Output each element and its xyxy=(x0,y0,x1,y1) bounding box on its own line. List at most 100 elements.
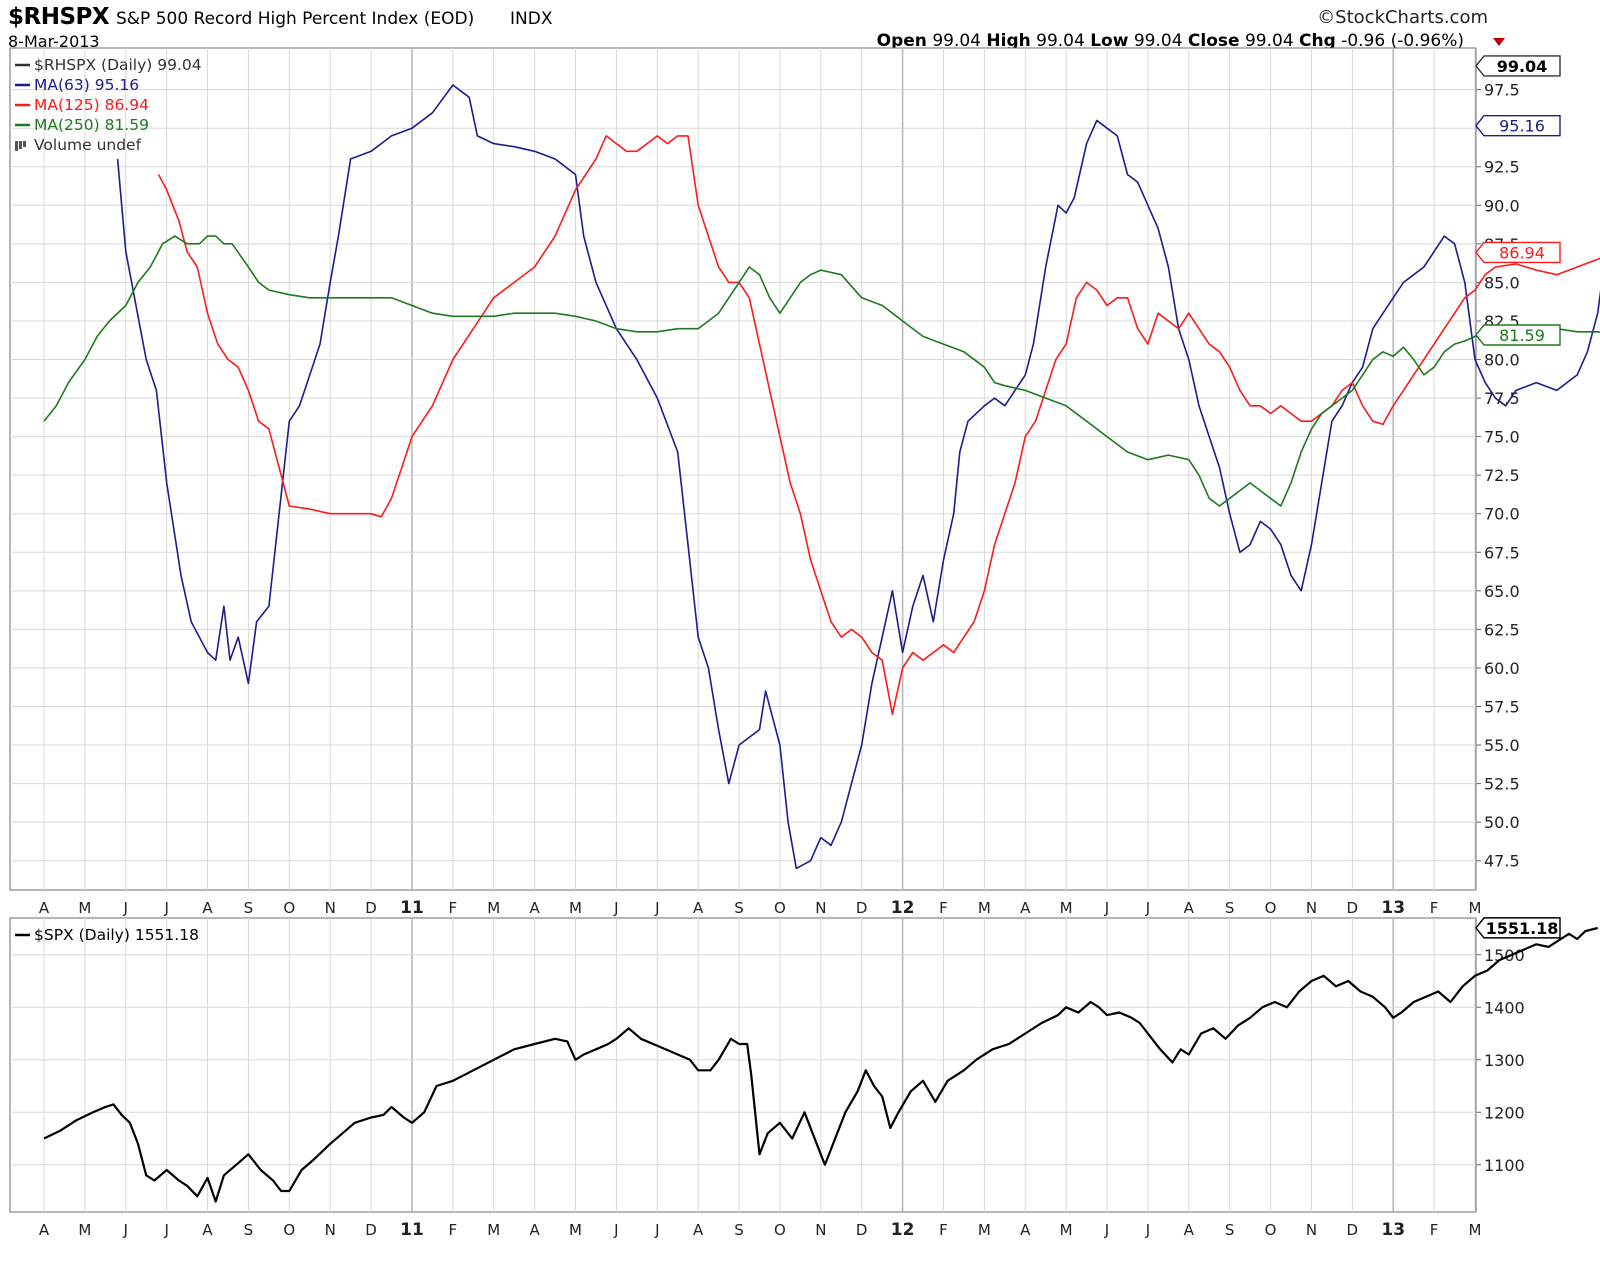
x-tick-label: N xyxy=(1306,1221,1317,1239)
x-tick-label: S xyxy=(1225,899,1235,917)
x-tick-label: A xyxy=(693,899,704,917)
x-tick-label: J xyxy=(654,1221,659,1239)
index-name: S&P 500 Record High Percent Index (EOD) xyxy=(116,9,475,29)
y-tick-label: 72.5 xyxy=(1484,466,1520,485)
x-tick-label: O xyxy=(774,1221,786,1239)
y-tick-label: 75.0 xyxy=(1484,428,1520,447)
x-tick-label: A xyxy=(202,1221,213,1239)
x-tick-label: A xyxy=(1184,1221,1195,1239)
x-tick-label: M xyxy=(487,1221,500,1239)
series-line-spx xyxy=(43,926,1598,1203)
series-line-ma63 xyxy=(116,84,1600,870)
x-tick-label: M xyxy=(978,1221,991,1239)
plot-frame xyxy=(9,47,1477,891)
y-tick-label: 90.0 xyxy=(1484,196,1520,215)
volume-bar-icon xyxy=(23,141,26,147)
volume-bar-icon xyxy=(15,141,18,151)
x-tick-label: J xyxy=(1145,1221,1150,1239)
y-tick-label: 80.0 xyxy=(1484,351,1520,370)
x-tick-label: J xyxy=(1104,899,1109,917)
exchange-label: INDX xyxy=(510,9,553,29)
y-tick-label: 97.5 xyxy=(1484,81,1520,100)
x-tick-label: N xyxy=(815,1221,826,1239)
x-tick-label: A xyxy=(529,1221,540,1239)
legend-entry: MA(250) 81.59 xyxy=(34,116,149,134)
y-tick-label: 70.0 xyxy=(1484,505,1520,524)
x-tick-label: N xyxy=(325,1221,336,1239)
y-tick-label: 1500 xyxy=(1484,946,1525,965)
y-tick-label: 1300 xyxy=(1484,1051,1525,1070)
x-tick-label: O xyxy=(283,899,295,917)
x-tick-label: J xyxy=(1145,899,1150,917)
y-tick-label: 60.0 xyxy=(1484,659,1520,678)
y-tick-label: 52.5 xyxy=(1484,775,1520,794)
symbol-title: $RHSPX xyxy=(8,4,110,30)
x-tick-label: J xyxy=(654,899,659,917)
x-tick-label: D xyxy=(1347,899,1359,917)
x-tick-label: F xyxy=(1430,1221,1439,1239)
high-value: 99.04 xyxy=(1036,31,1085,51)
x-tick-label: O xyxy=(283,1221,295,1239)
lower-panel: A M J J A S O N D 11 F M A M J J A S O N D 12 F M A M J J A S O N D 13 F M 1… xyxy=(9,917,1598,1240)
close-label: Close xyxy=(1187,31,1240,51)
legend-entry: Volume undef xyxy=(34,136,142,154)
last-value-flag xyxy=(1475,241,1561,264)
x-tick-label: A xyxy=(39,899,50,917)
x-tick-label: J xyxy=(123,899,128,917)
x-tick-label: A xyxy=(1020,899,1031,917)
y-tick-label: 1100 xyxy=(1484,1156,1525,1175)
low-value: 99.04 xyxy=(1133,31,1183,51)
last-value-label: 86.94 xyxy=(1499,243,1545,262)
x-tick-label: M xyxy=(78,1221,91,1239)
last-value-label: 81.59 xyxy=(1499,326,1545,345)
last-value-flag xyxy=(1475,324,1561,346)
y-tick-label: 67.5 xyxy=(1484,543,1520,562)
low-label: Low xyxy=(1090,31,1129,51)
legend-entry: MA(63) 95.16 xyxy=(34,76,139,94)
x-tick-label: 12 xyxy=(891,1220,915,1240)
x-tick-label: A xyxy=(529,899,540,917)
y-tick-label: 1400 xyxy=(1484,998,1525,1017)
y-tick-label: 92.5 xyxy=(1484,158,1520,177)
x-tick-label: S xyxy=(244,899,254,917)
x-tick-label: M xyxy=(78,899,91,917)
x-tick-label: S xyxy=(734,1221,744,1239)
x-tick-label: M xyxy=(978,899,991,917)
x-tick-label: 12 xyxy=(891,898,915,918)
y-tick-label: 55.0 xyxy=(1484,736,1520,755)
x-tick-label: J xyxy=(163,899,168,917)
down-arrow-icon xyxy=(1493,38,1505,46)
legend-entry: $RHSPX (Daily) 99.04 xyxy=(34,56,202,74)
volume-bar-icon xyxy=(19,141,22,149)
x-tick-label: A xyxy=(39,1221,50,1239)
x-tick-label: J xyxy=(1104,1221,1109,1239)
ohlc-readout: Open 99.04 High 99.04 Low 99.04 Close 99… xyxy=(877,31,1464,51)
x-tick-label: D xyxy=(856,899,868,917)
chart-date: 8-Mar-2013 xyxy=(8,32,100,51)
x-tick-label: 11 xyxy=(400,898,424,918)
x-tick-label: F xyxy=(449,1221,458,1239)
y-tick-label: 65.0 xyxy=(1484,582,1520,601)
x-tick-label: J xyxy=(123,1221,128,1239)
y-tick-label: 62.5 xyxy=(1484,620,1520,639)
x-tick-label: D xyxy=(1347,1221,1359,1239)
open-label: Open xyxy=(876,31,927,51)
last-value-label: 95.16 xyxy=(1499,117,1545,136)
brand-watermark: ©StockCharts.com xyxy=(1317,7,1488,28)
x-tick-label: S xyxy=(734,899,744,917)
x-tick-label: N xyxy=(325,899,336,917)
x-tick-label: N xyxy=(815,899,826,917)
plot-frame xyxy=(9,917,1477,1213)
x-tick-label: F xyxy=(939,1221,948,1239)
x-tick-label: N xyxy=(1306,899,1317,917)
x-tick-label: 11 xyxy=(400,1220,424,1240)
last-value-label: 99.04 xyxy=(1497,57,1548,76)
x-tick-label: M xyxy=(569,899,582,917)
x-tick-label: F xyxy=(939,899,948,917)
x-tick-label: S xyxy=(244,1221,254,1239)
x-tick-label: M xyxy=(1469,1221,1482,1239)
x-tick-label: J xyxy=(613,899,618,917)
x-tick-label: A xyxy=(693,1221,704,1239)
